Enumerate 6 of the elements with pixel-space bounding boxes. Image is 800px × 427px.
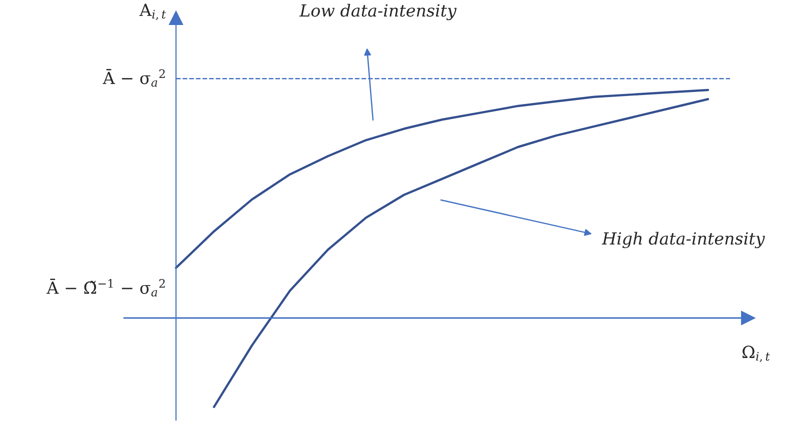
annotation: Ā − Ω̃$^{−1}$ − σ$_{a}$$^{2}$ [46,278,165,296]
x-axis-title: Ω$_{i,t}$ [742,346,770,362]
text: Low data-intensity [299,4,457,20]
ref-line-label: Ā − σ$_{a}$$^{2}$ [102,69,165,87]
y-axis-title: A$_{i,t}$ [139,4,166,20]
annotation: High data-intensity [602,232,765,248]
